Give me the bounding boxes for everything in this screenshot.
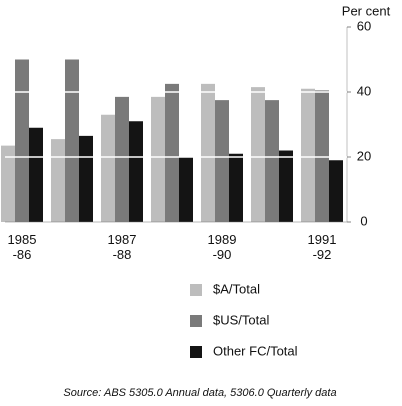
y-tick-label: 40 bbox=[357, 83, 371, 98]
legend-label: $US/Total bbox=[213, 312, 269, 327]
legend-swatch bbox=[190, 346, 202, 358]
x-tick-label: 1985 -86 bbox=[7, 232, 37, 262]
bar bbox=[279, 150, 293, 222]
bar bbox=[151, 96, 165, 222]
bar bbox=[215, 100, 229, 222]
bar bbox=[65, 59, 79, 222]
bar bbox=[315, 90, 329, 222]
bar bbox=[301, 88, 315, 222]
bar bbox=[101, 114, 115, 222]
x-tick-label: 1989 -90 bbox=[207, 232, 237, 262]
legend-label: $A/Total bbox=[213, 281, 260, 296]
legend-swatch bbox=[190, 315, 202, 327]
legend-label: Other FC/Total bbox=[213, 343, 298, 358]
y-tick-label: 60 bbox=[357, 18, 371, 33]
bar bbox=[265, 100, 279, 222]
bar bbox=[165, 83, 179, 222]
y-tick-label: 0 bbox=[360, 213, 367, 228]
bar bbox=[329, 160, 343, 222]
bar bbox=[201, 83, 215, 222]
x-tick-label: 1987 -88 bbox=[107, 232, 137, 262]
source: Source: ABS 5305.0 Annual data, 5306.0 Q… bbox=[63, 387, 336, 399]
bar bbox=[79, 135, 93, 222]
y-axis-label: Per cent bbox=[342, 3, 391, 18]
bar bbox=[1, 145, 15, 222]
bar bbox=[115, 96, 129, 222]
bar bbox=[51, 139, 65, 222]
bar bbox=[179, 157, 193, 222]
x-tick-label: 1991 -92 bbox=[307, 232, 337, 262]
legend-swatch bbox=[190, 284, 202, 296]
bar bbox=[15, 59, 29, 222]
bar bbox=[229, 153, 243, 222]
bar bbox=[129, 121, 143, 222]
y-tick-label: 20 bbox=[357, 148, 371, 163]
bar bbox=[251, 87, 265, 222]
bar bbox=[29, 127, 43, 222]
